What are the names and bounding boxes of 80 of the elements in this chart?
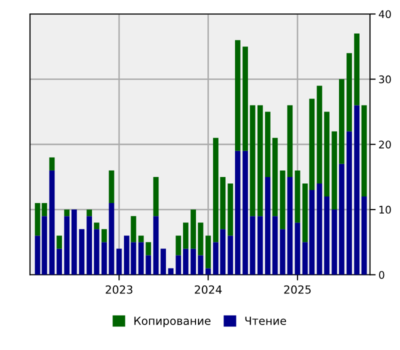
bar xyxy=(272,216,278,275)
bar xyxy=(153,216,159,275)
bar xyxy=(94,229,100,275)
bar xyxy=(183,222,188,249)
bar xyxy=(294,170,300,223)
bar xyxy=(272,138,278,216)
bar xyxy=(71,210,77,275)
legend-label: Чтение xyxy=(245,316,286,325)
legend-label: Копирование xyxy=(134,316,210,328)
bar xyxy=(79,229,84,275)
bar xyxy=(242,150,248,275)
bar xyxy=(94,222,100,230)
y-tick-label: 20 xyxy=(379,140,391,148)
bar xyxy=(153,176,159,216)
bar xyxy=(160,248,166,275)
bar xyxy=(235,40,240,151)
bar xyxy=(265,176,270,275)
bar xyxy=(205,268,211,275)
bar xyxy=(228,236,234,275)
bar xyxy=(86,210,92,216)
bar xyxy=(64,216,70,275)
bar xyxy=(205,236,211,268)
bar xyxy=(346,53,352,132)
bar xyxy=(146,255,152,275)
bar xyxy=(250,105,256,216)
bar xyxy=(324,196,330,275)
bar xyxy=(168,268,174,275)
bar xyxy=(228,183,234,236)
bar xyxy=(339,79,344,164)
bar xyxy=(332,210,338,275)
bar xyxy=(354,105,360,275)
bar xyxy=(146,242,152,256)
bar xyxy=(198,255,204,275)
bar xyxy=(280,170,286,230)
bar xyxy=(346,131,352,275)
bar xyxy=(64,210,70,216)
bar xyxy=(102,229,107,242)
bar xyxy=(280,229,286,275)
bar xyxy=(86,216,92,275)
bar xyxy=(235,150,240,275)
bar xyxy=(116,248,122,275)
bar xyxy=(138,242,144,275)
bar xyxy=(176,255,182,275)
bar xyxy=(190,210,196,249)
bar xyxy=(198,222,204,256)
bar xyxy=(257,105,263,216)
y-tick-label: 0 xyxy=(379,270,384,279)
bar xyxy=(56,236,62,249)
bar xyxy=(190,248,196,275)
bar xyxy=(183,248,188,275)
bar xyxy=(138,236,144,242)
bar xyxy=(250,216,256,275)
bar xyxy=(108,203,114,275)
bar xyxy=(294,222,300,275)
y-tick-label: 10 xyxy=(379,206,391,214)
bar xyxy=(56,248,62,275)
bar xyxy=(257,216,263,275)
bar xyxy=(361,105,367,197)
bar xyxy=(324,112,330,197)
bar xyxy=(354,34,360,106)
x-tick-label: 2025 xyxy=(284,285,311,294)
bar xyxy=(287,105,293,177)
bar xyxy=(265,112,270,177)
bar xyxy=(242,46,248,151)
bar xyxy=(102,242,107,275)
y-tick-label: 30 xyxy=(379,75,391,84)
bar xyxy=(316,86,322,184)
bar xyxy=(332,131,338,210)
y-tick-label: 40 xyxy=(378,10,391,18)
bar xyxy=(316,183,322,275)
bar xyxy=(108,170,114,204)
bar xyxy=(361,196,367,275)
x-tick-label: 2024 xyxy=(194,285,222,294)
bar xyxy=(49,157,55,170)
x-tick-label: 2023 xyxy=(106,285,132,294)
bar xyxy=(287,176,293,275)
bar xyxy=(339,164,344,275)
bar xyxy=(49,170,55,275)
bar xyxy=(130,216,136,242)
bar xyxy=(176,236,182,256)
